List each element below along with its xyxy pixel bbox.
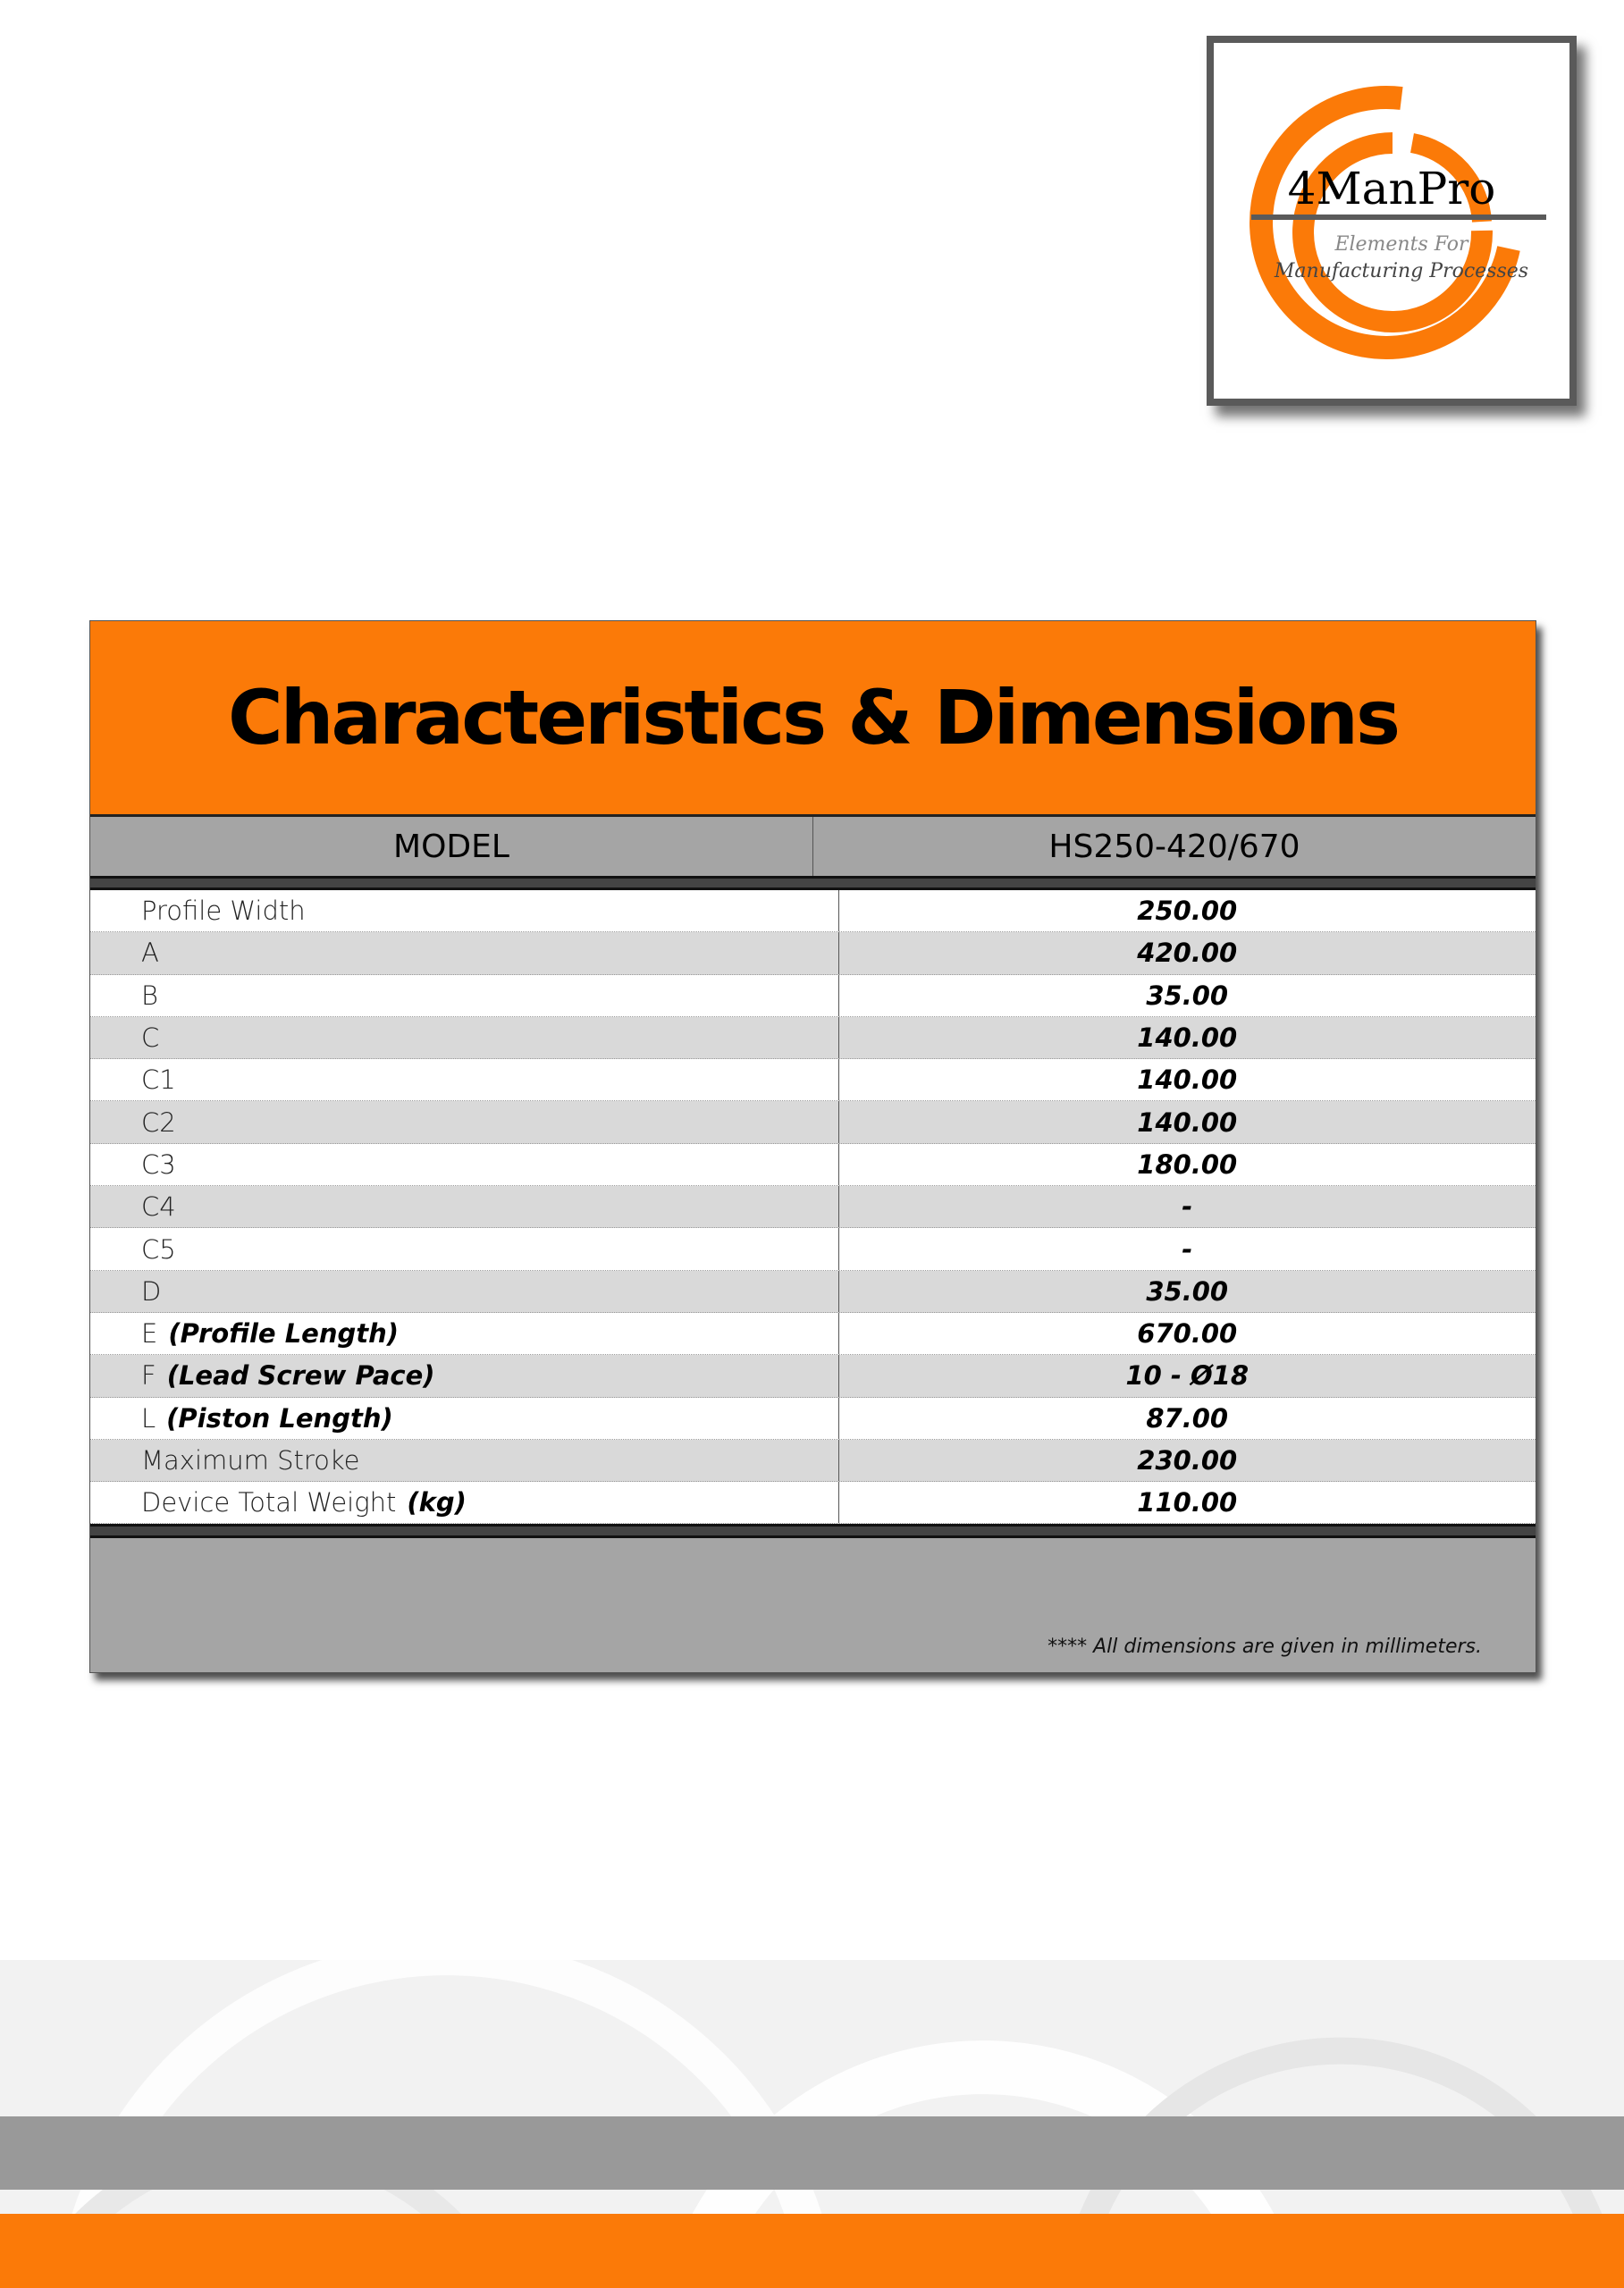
- row-value: 35.00: [1146, 1275, 1229, 1307]
- model-label: MODEL: [90, 817, 813, 876]
- row-value: 110.00: [1137, 1487, 1238, 1518]
- row-label: C4: [90, 1186, 839, 1228]
- table-row: C4 -: [90, 1186, 1536, 1229]
- table-row: E (Profile Length) 670.00: [90, 1312, 1536, 1356]
- logo-tagline-1: Elements For: [1334, 233, 1469, 256]
- row-value: -: [1182, 1191, 1193, 1223]
- specs-table: Characteristics & Dimensions MODEL HS250…: [89, 620, 1536, 1674]
- row-value: 180.00: [1137, 1148, 1238, 1180]
- company-logo: 4ManPro Elements For Manufacturing Proce…: [1207, 36, 1577, 406]
- row-label: Profile Width: [90, 890, 839, 932]
- row-label-note: (Profile Length): [168, 1318, 400, 1350]
- row-value: 140.00: [1137, 1022, 1238, 1054]
- row-label: F (Lead Screw Pace): [90, 1355, 839, 1397]
- table-footer: **** All dimensions are given in millime…: [90, 1538, 1536, 1673]
- table-row: B 35.00: [90, 974, 1536, 1017]
- row-label: E (Profile Length): [90, 1312, 839, 1355]
- row-label: D: [90, 1270, 839, 1312]
- footnote: **** All dimensions are given in millime…: [1048, 1636, 1482, 1659]
- divider: [90, 876, 1536, 890]
- footer-gray-band: [0, 2116, 1624, 2190]
- logo-arc-inner: [1292, 132, 1494, 332]
- logo-arc-outer: [1250, 85, 1520, 359]
- row-label: C1: [90, 1059, 839, 1101]
- row-label-text: C2: [141, 1106, 176, 1138]
- row-label-text: L: [141, 1402, 156, 1434]
- divider: [90, 1524, 1536, 1539]
- row-value: 140.00: [1137, 1064, 1238, 1096]
- table-row: A 420.00: [90, 932, 1536, 975]
- row-value: -: [1182, 1233, 1193, 1265]
- row-label-text: D: [141, 1275, 162, 1307]
- logo-arc-right: [1409, 133, 1492, 223]
- table-row: L (Piston Length) 87.00: [90, 1397, 1536, 1440]
- table-row: Device Total Weight (kg) 110.00: [90, 1482, 1536, 1525]
- row-value: 87.00: [1146, 1402, 1229, 1434]
- row-value: 35.00: [1146, 980, 1229, 1011]
- row-label-text: F: [141, 1360, 156, 1392]
- logo-brand: 4ManPro: [1288, 163, 1496, 214]
- logo-underline: [1251, 214, 1546, 220]
- row-label-text: B: [141, 980, 158, 1011]
- model-header-row: MODEL HS250-420/670: [90, 817, 1536, 876]
- table-row: Maximum Stroke 230.00: [90, 1439, 1536, 1483]
- row-value: 230.00: [1137, 1445, 1238, 1476]
- table-row: C1 140.00: [90, 1059, 1536, 1102]
- row-value: 140.00: [1137, 1106, 1238, 1138]
- row-label: A: [90, 932, 839, 974]
- row-value: 420.00: [1137, 938, 1238, 969]
- title-band: Characteristics & Dimensions: [90, 621, 1536, 817]
- logo-graphic: 4ManPro Elements For Manufacturing Proce…: [1250, 85, 1546, 359]
- row-value: 10 - Ø18: [1125, 1360, 1250, 1392]
- row-label-note: (kg): [407, 1487, 467, 1518]
- row-label-text: C3: [141, 1148, 176, 1180]
- table-title: Characteristics & Dimensions: [228, 674, 1401, 761]
- row-label-text: Maximum Stroke: [141, 1445, 360, 1476]
- table-row: F (Lead Screw Pace) 10 - Ø18: [90, 1355, 1536, 1398]
- row-label-text: A: [141, 938, 159, 969]
- row-value: 250.00: [1137, 896, 1238, 927]
- row-label: B: [90, 974, 839, 1016]
- row-label-text: E: [141, 1318, 158, 1350]
- row-label-text: C4: [141, 1191, 176, 1223]
- table-row: D 35.00: [90, 1270, 1536, 1313]
- table-row: C3 180.00: [90, 1143, 1536, 1187]
- row-label: C5: [90, 1228, 839, 1270]
- row-label-text: C: [141, 1022, 160, 1054]
- row-label-text: Profile Width: [141, 896, 306, 927]
- table-row: C5 -: [90, 1228, 1536, 1271]
- row-value: 670.00: [1137, 1318, 1238, 1350]
- row-label-text: Device Total Weight: [141, 1487, 397, 1518]
- table-row: C2 140.00: [90, 1101, 1536, 1144]
- row-label-text: C1: [141, 1064, 176, 1096]
- row-label: Device Total Weight (kg): [90, 1482, 839, 1524]
- logo-tagline-2: Manufacturing Processes: [1274, 260, 1528, 282]
- row-label: C2: [90, 1101, 839, 1143]
- footer-orange-band: [0, 2214, 1624, 2288]
- table-body: Profile Width 250.00 A 420.00 B 35.00 C 140.00 C…: [90, 890, 1536, 1525]
- row-label-note: (Piston Length): [166, 1402, 393, 1434]
- row-label: C3: [90, 1143, 839, 1186]
- row-label-text: C5: [141, 1233, 176, 1265]
- table-row: Profile Width 250.00: [90, 890, 1536, 933]
- table-row: C 140.00: [90, 1016, 1536, 1060]
- row-label: L (Piston Length): [90, 1397, 839, 1439]
- row-label: C: [90, 1016, 839, 1059]
- row-label: Maximum Stroke: [90, 1439, 839, 1482]
- row-label-note: (Lead Screw Pace): [166, 1360, 435, 1392]
- model-value: HS250-420/670: [1048, 828, 1300, 865]
